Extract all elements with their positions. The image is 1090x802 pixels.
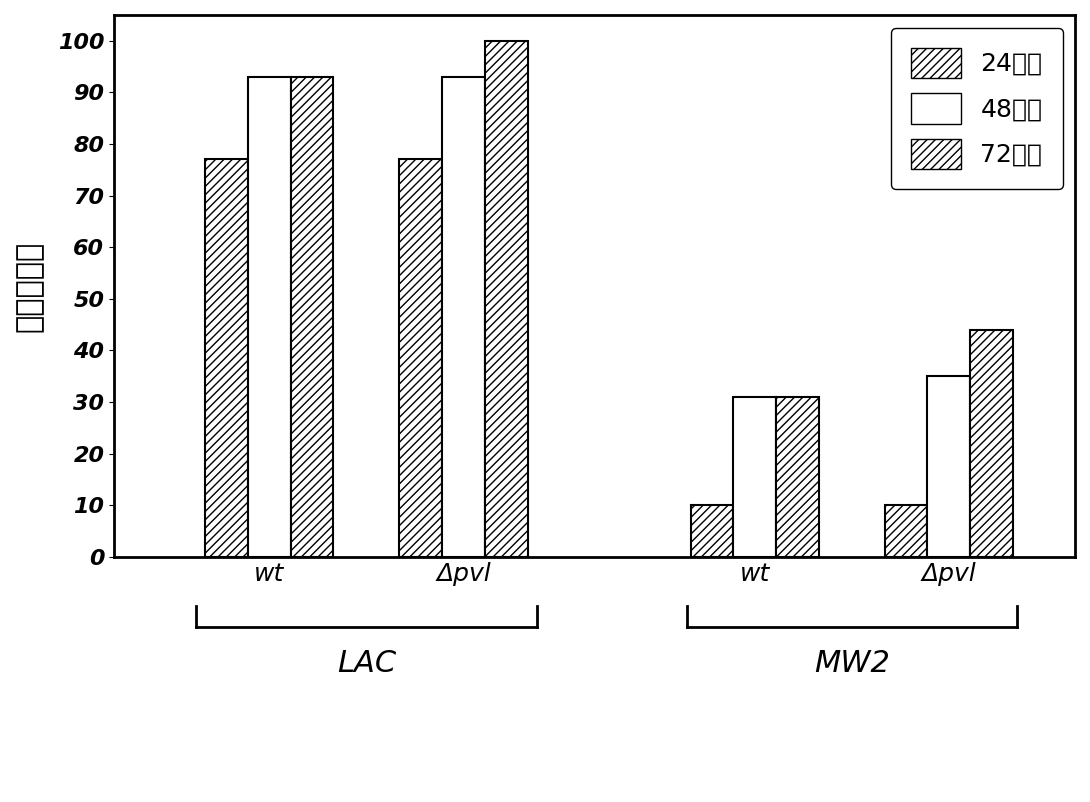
Text: MW2: MW2 (814, 649, 889, 678)
Bar (205, 160, 249, 557)
Bar (291, 77, 334, 557)
Bar (443, 77, 485, 557)
Bar (928, 376, 970, 557)
Bar (776, 397, 819, 557)
Text: LAC: LAC (337, 649, 396, 678)
Y-axis label: 死亡百分比: 死亡百分比 (15, 241, 44, 331)
Bar (970, 330, 1013, 557)
Bar (885, 505, 928, 557)
Bar (249, 77, 291, 557)
Bar (399, 160, 443, 557)
Bar (485, 41, 528, 557)
Bar (734, 397, 776, 557)
Legend: 24小时, 48小时, 72小时: 24小时, 48小时, 72小时 (891, 27, 1063, 189)
Bar (691, 505, 734, 557)
